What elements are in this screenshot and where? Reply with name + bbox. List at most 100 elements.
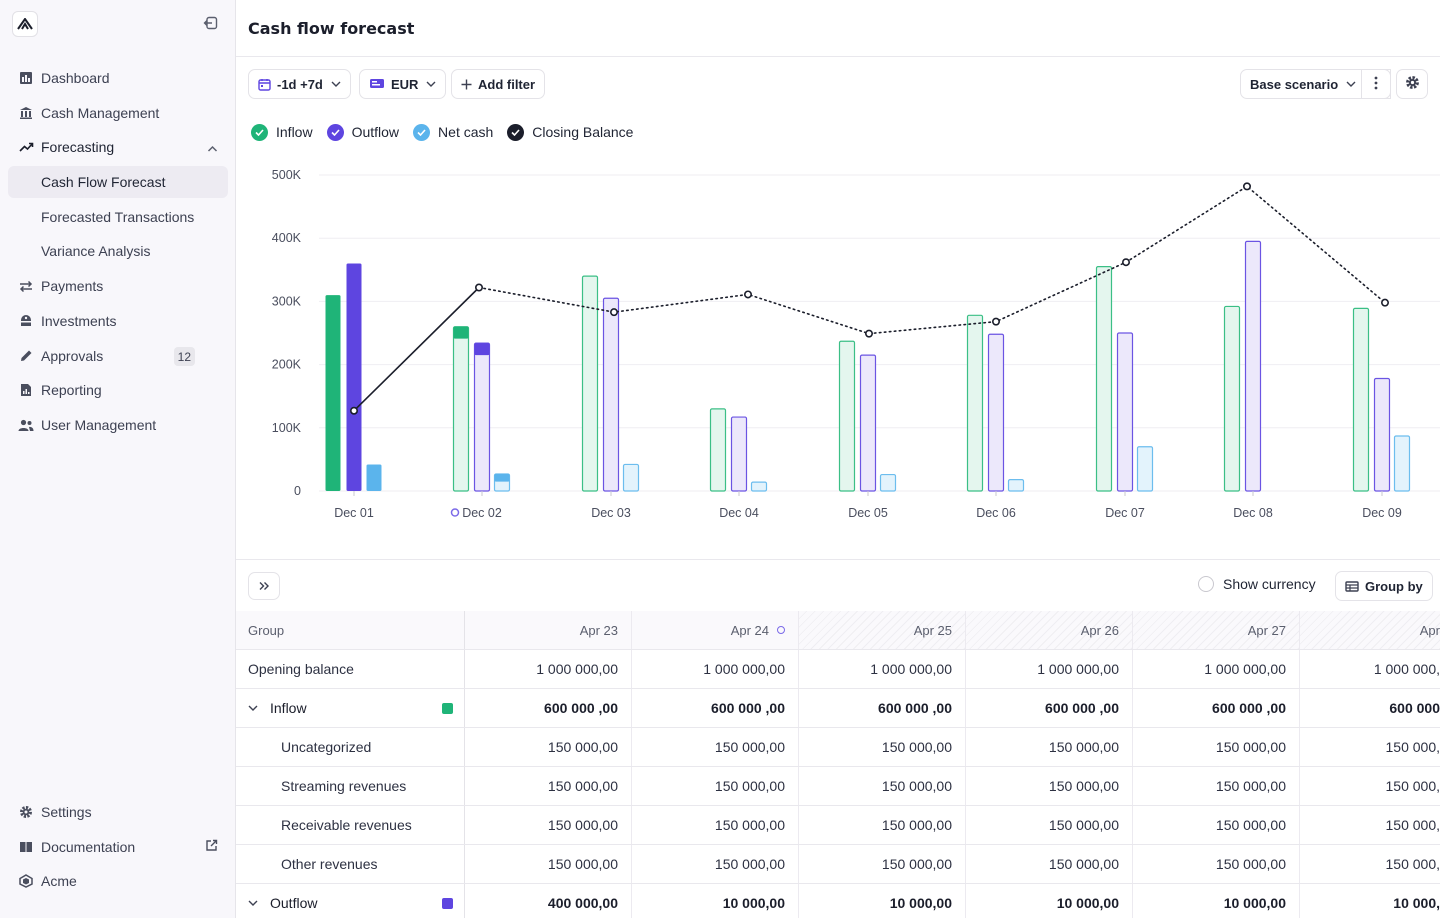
table-cell[interactable]: 1 000 000,00 — [465, 650, 632, 688]
table-cell[interactable]: 150 000,00 — [632, 806, 799, 844]
x-tick-label: Dec 01 — [334, 506, 374, 520]
table-cell[interactable]: 10 000, — [1393, 895, 1440, 911]
table-cell[interactable]: 150 000,00 — [799, 806, 966, 844]
nav-forecasting[interactable]: Forecasting — [8, 131, 228, 163]
table-cell[interactable]: 150 000,00 — [465, 845, 632, 883]
table-cell[interactable]: 600 000 ,00 — [632, 689, 799, 727]
table-row[interactable]: Uncategorized 150 000,00 150 000,00 150 … — [236, 728, 1440, 767]
date-range-button[interactable]: -1d +7d — [248, 69, 351, 99]
column-header[interactable]: Apr 27 — [1133, 611, 1300, 649]
table-cell[interactable]: 150 000,00 — [465, 806, 632, 844]
table-cell[interactable]: 10 000,00 — [632, 884, 799, 918]
nav-investments[interactable]: Investments — [8, 305, 228, 337]
chevron-down-icon[interactable] — [248, 705, 258, 711]
table-cell[interactable]: 150 000,00 — [632, 728, 799, 766]
table-cell[interactable]: 150 000, — [1385, 817, 1440, 833]
table-cell[interactable]: 150 000,00 — [1133, 728, 1300, 766]
page-title: Cash flow forecast — [248, 18, 415, 38]
table-cell[interactable]: 10 000,00 — [1133, 884, 1300, 918]
table-row[interactable]: Opening balance 1 000 000,00 1 000 000,0… — [236, 650, 1440, 689]
table-cell[interactable]: 600 000 ,00 — [465, 689, 632, 727]
table-cell[interactable]: 1 000 000,00 — [966, 650, 1133, 688]
scenario-more-button[interactable] — [1361, 69, 1391, 99]
nav-approvals[interactable]: Approvals 12 — [8, 340, 228, 372]
table-row-inflow[interactable]: Inflow 600 000 ,00 600 000 ,00 600 000 ,… — [236, 689, 1440, 728]
table-cell[interactable]: 150 000,00 — [799, 728, 966, 766]
legend-closing-balance[interactable]: Closing Balance — [507, 123, 633, 141]
table-row-outflow[interactable]: Outflow 400 000,00 10 000,00 10 000,00 1… — [236, 884, 1440, 918]
nav-forecasted-transactions[interactable]: Forecasted Transactions — [8, 201, 228, 233]
table-cell[interactable]: 150 000,00 — [966, 728, 1133, 766]
expand-table-button[interactable] — [248, 572, 280, 600]
table-cell[interactable]: 400 000,00 — [465, 884, 632, 918]
table-cell[interactable]: 150 000,00 — [465, 728, 632, 766]
chevron-up-icon[interactable] — [207, 140, 218, 156]
table-row[interactable]: Other revenues 150 000,00 150 000,00 150… — [236, 845, 1440, 884]
chevron-down-icon[interactable] — [248, 900, 258, 906]
nav-settings[interactable]: Settings — [8, 796, 228, 828]
table-cell[interactable]: 150 000, — [1385, 856, 1440, 872]
nav-dashboard[interactable]: Dashboard — [8, 62, 228, 94]
table-cell[interactable]: 1 000 000,00 — [799, 650, 966, 688]
table-cell[interactable]: 10 000,00 — [966, 884, 1133, 918]
nav-user-management[interactable]: User Management — [8, 409, 228, 441]
legend-net-cash[interactable]: Net cash — [413, 123, 493, 141]
row-label-group[interactable]: Outflow — [236, 884, 465, 918]
chart-settings-button[interactable] — [1396, 69, 1428, 99]
column-header[interactable]: Apr 26 — [966, 611, 1133, 649]
table-row[interactable]: Streaming revenues 150 000,00 150 000,00… — [236, 767, 1440, 806]
show-currency-radio[interactable] — [1198, 576, 1214, 592]
table-cell[interactable]: 150 000,00 — [799, 767, 966, 805]
nav-documentation[interactable]: Documentation — [8, 831, 228, 863]
table-cell[interactable]: 150 000,00 — [465, 767, 632, 805]
table-cell[interactable]: 150 000,00 — [632, 767, 799, 805]
legend-inflow[interactable]: Inflow — [251, 123, 313, 141]
currency-button[interactable]: EUR — [359, 69, 447, 99]
table-cell[interactable]: 150 000,00 — [1133, 806, 1300, 844]
legend-outflow[interactable]: Outflow — [326, 123, 399, 141]
table-cell[interactable]: 150 000,00 — [966, 806, 1133, 844]
column-header[interactable]: Apr 25 — [799, 611, 966, 649]
bar-outflow — [1244, 240, 1262, 492]
arrows-icon — [18, 278, 34, 294]
table-cell[interactable]: 600 000 ,00 — [1133, 689, 1300, 727]
row-label-group[interactable]: Inflow — [236, 689, 465, 727]
table-cell[interactable]: 600 000 ,00 — [966, 689, 1133, 727]
nav-workspace-acme[interactable]: Acme — [8, 865, 228, 897]
external-link-icon[interactable] — [205, 839, 218, 855]
outflow-swatch — [442, 898, 453, 909]
table-cell[interactable]: 1 000 000,00 — [1133, 650, 1300, 688]
column-header[interactable]: Apr 24 — [632, 611, 799, 649]
nav-cash-flow-forecast[interactable]: Cash Flow Forecast — [8, 166, 228, 198]
nav-variance-analysis[interactable]: Variance Analysis — [8, 235, 228, 267]
collapse-sidebar-button[interactable] — [201, 14, 219, 32]
table-row[interactable]: Receivable revenues 150 000,00 150 000,0… — [236, 806, 1440, 845]
table-cell[interactable]: 600 000 — [1389, 700, 1440, 716]
show-currency-toggle[interactable]: Show currency — [1198, 576, 1316, 592]
table-cell[interactable]: 150 000,00 — [1133, 845, 1300, 883]
table-cell[interactable]: 1 000 000,00 — [632, 650, 799, 688]
group-by-button[interactable]: Group by — [1335, 571, 1433, 601]
table-cell[interactable]: 150 000,00 — [966, 767, 1133, 805]
org-icon — [18, 873, 34, 889]
nav-label: Dashboard — [41, 70, 110, 86]
table-cell[interactable]: 150 000,00 — [799, 845, 966, 883]
table-cell[interactable]: 150 000,00 — [1133, 767, 1300, 805]
column-header[interactable]: Apr 23 — [465, 611, 632, 649]
column-header[interactable]: Apr — [1300, 611, 1440, 649]
table-cell[interactable]: 150 000, — [1385, 778, 1440, 794]
table-cell[interactable]: 600 000 ,00 — [799, 689, 966, 727]
row-label: Outflow — [270, 895, 318, 911]
table-cell[interactable]: 10 000,00 — [799, 884, 966, 918]
show-currency-label: Show currency — [1223, 576, 1316, 592]
nav-reporting[interactable]: Reporting — [8, 374, 228, 406]
table-cell[interactable]: 150 000, — [1385, 739, 1440, 755]
table-cell[interactable]: 150 000,00 — [966, 845, 1133, 883]
x-tick-label: Dec 09 — [1362, 506, 1402, 520]
add-filter-button[interactable]: Add filter — [451, 69, 546, 99]
table-cell[interactable]: 1 000 000, — [1373, 661, 1440, 677]
nav-payments[interactable]: Payments — [8, 270, 228, 302]
table-cell[interactable]: 150 000,00 — [632, 845, 799, 883]
nav-cash-management[interactable]: Cash Management — [8, 97, 228, 129]
logo[interactable] — [12, 11, 38, 37]
